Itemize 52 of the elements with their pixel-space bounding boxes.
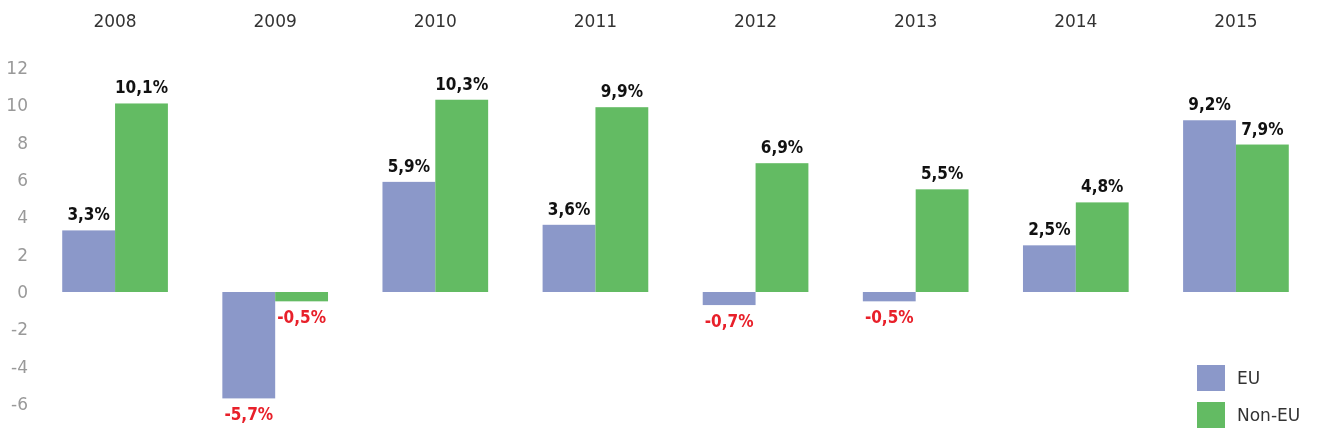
y-tick-label: -2	[11, 319, 28, 340]
bar	[115, 103, 168, 292]
y-tick-label: -4	[11, 356, 28, 377]
y-tick-label: 0	[17, 281, 28, 302]
y-tick-label: 10	[6, 95, 28, 116]
data-label: 9,2%	[1188, 94, 1231, 115]
data-label: 3,6%	[547, 198, 591, 219]
bar	[62, 230, 116, 292]
y-tick-label: 8	[17, 132, 28, 153]
data-label: 5,9%	[387, 155, 431, 176]
y-tick-label: -6	[11, 393, 28, 414]
x-tick-label: 2012	[733, 11, 778, 31]
data-label: 4,8%	[1081, 176, 1124, 197]
data-label: 3,3%	[67, 204, 110, 225]
data-label: 10,1%	[114, 77, 169, 98]
bar	[1235, 144, 1289, 292]
x-tick-label: 2009	[253, 11, 297, 31]
y-tick-label: 12	[6, 57, 28, 78]
bar	[1075, 202, 1129, 292]
x-tick-label: 2010	[413, 11, 457, 31]
bar	[222, 292, 276, 399]
bar	[382, 181, 436, 292]
x-tick-label: 2013	[894, 11, 938, 31]
bar	[702, 292, 756, 306]
legend-label: EU	[1237, 367, 1261, 388]
y-tick-label: 2	[17, 244, 28, 265]
data-label: 10,3%	[435, 73, 489, 94]
data-label: 5,5%	[920, 163, 964, 184]
x-tick-label: 2011	[573, 11, 618, 31]
data-label: 2,5%	[1028, 219, 1071, 240]
x-tick-label: 2008	[93, 11, 137, 31]
data-label: -0,5%	[864, 307, 914, 328]
y-tick-label: 4	[17, 207, 28, 228]
data-label: -0,7%	[704, 311, 754, 332]
bar	[1183, 120, 1236, 292]
data-label: 9,9%	[600, 81, 644, 102]
bar	[862, 292, 916, 302]
x-tick-label: 2015	[1214, 11, 1258, 31]
data-label: -5,7%	[224, 404, 274, 425]
bar	[1022, 245, 1076, 292]
y-tick-label: 6	[17, 169, 28, 190]
data-label: 7,9%	[1241, 118, 1284, 139]
data-label: 6,9%	[760, 137, 804, 158]
x-tick-label: 2014	[1054, 11, 1098, 31]
legend-label: Non-EU	[1237, 404, 1301, 425]
bar	[542, 224, 596, 292]
bar	[275, 292, 329, 302]
bar	[915, 189, 969, 292]
bar	[435, 99, 489, 292]
data-label: -0,5%	[277, 307, 326, 328]
bar	[755, 163, 809, 292]
bar	[595, 107, 649, 292]
